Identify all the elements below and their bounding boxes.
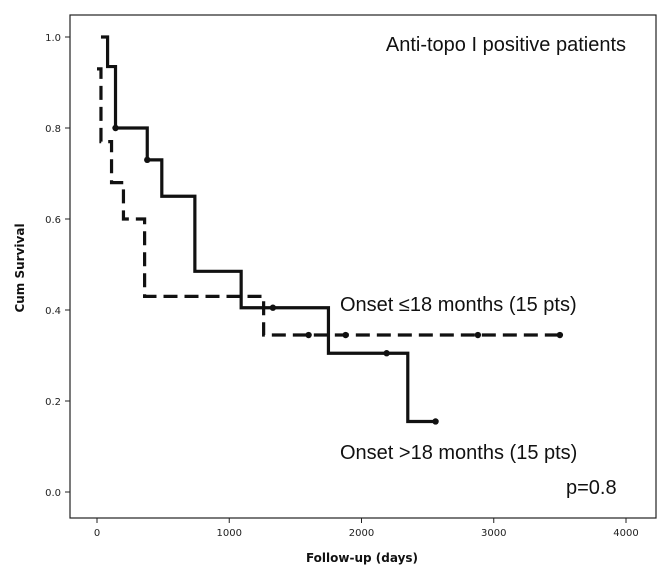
x-tick-label: 4000 (613, 528, 638, 539)
plot-frame (69, 14, 657, 519)
x-tick-label: 2000 (349, 528, 374, 539)
censor-point (269, 304, 277, 311)
y-tick-label: 1.0 (45, 33, 61, 44)
censor-point (112, 124, 119, 132)
y-axis-label: Cum Survival (13, 223, 27, 312)
censor-point (432, 418, 439, 425)
censor-point (383, 350, 390, 357)
x-axis-label: Follow-up (days) (306, 551, 418, 565)
x-tick-label: 1000 (217, 528, 242, 539)
axis-ticks: 0 1000 2000 3000 4000 0.0 0.2 0.4 0.6 0.8 1.0 (45, 33, 639, 539)
censor-markers (112, 124, 564, 425)
y-tick-label: 0.0 (45, 488, 61, 499)
censor-point (556, 331, 564, 339)
series-label-late-onset: Onset >18 months (15 pts) (340, 442, 577, 464)
y-tick-label: 0.6 (45, 215, 61, 226)
x-tick-label: 3000 (481, 528, 506, 539)
series-label-early-onset: Onset ≤18 months (15 pts) (340, 294, 577, 316)
y-tick-label: 0.2 (45, 397, 61, 408)
survival-curves (97, 35, 560, 424)
curve-onset-late (100, 35, 436, 424)
x-tick-label: 0 (94, 528, 100, 539)
y-tick-label: 0.4 (45, 306, 61, 317)
censor-point (342, 331, 349, 339)
curve-onset-early (97, 67, 560, 337)
chart-title: Anti-topo I positive patients (386, 34, 626, 56)
censor-point (474, 331, 482, 339)
p-value-label: p=0.8 (566, 477, 617, 499)
censor-point (305, 331, 312, 339)
censor-point (144, 156, 151, 164)
y-tick-label: 0.8 (45, 124, 61, 135)
